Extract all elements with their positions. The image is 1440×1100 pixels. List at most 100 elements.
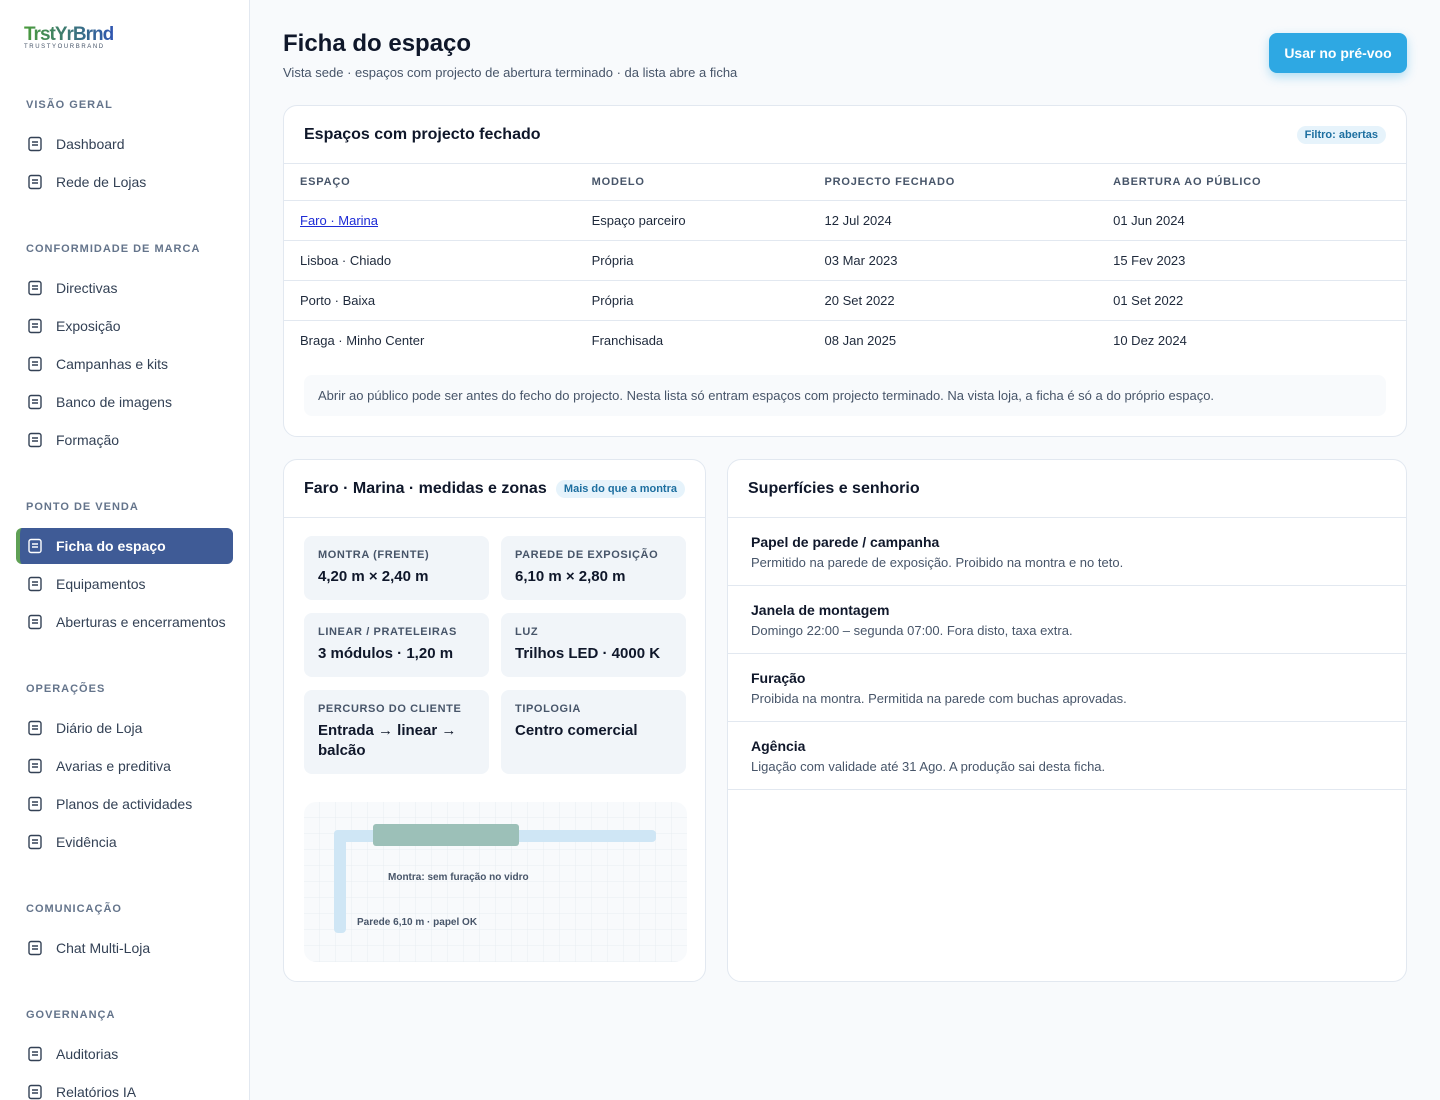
table-cell: Própria — [575, 240, 809, 281]
surface-item: Papel de parede / campanha Permitido na p… — [728, 518, 1406, 586]
nav-item[interactable]: Rede de Lojas — [16, 164, 233, 200]
tile-label: TIPOLOGIA — [515, 703, 581, 715]
nav-group: PONTO DE VENDA Ficha do espaço Equipamento… — [0, 494, 249, 640]
column-header: MODELO — [575, 164, 809, 201]
tile-value: 4,20 m × 2,40 m — [318, 568, 429, 585]
nav-item[interactable]: Diário de Loja — [16, 710, 233, 746]
table-row[interactable]: Porto · Baixa Própria 20 Set 2022 01 Set 20… — [284, 280, 1406, 321]
nav-label: Diário de Loja — [56, 720, 143, 736]
nav-item[interactable]: Aberturas e encerramentos — [16, 604, 233, 640]
icon — [28, 614, 42, 630]
nav: VISÃO GERAL Dashboard Rede de Lojas CONFORM… — [0, 92, 249, 1100]
nav-item[interactable]: Banco de imagens — [16, 384, 233, 420]
measure-tile: PERCURSO DO CLIENTE Entrada → linear → ba… — [304, 690, 489, 774]
badge: Mais do que a montra — [555, 479, 685, 498]
nav-label: Avarias e preditiva — [56, 758, 171, 774]
nav-label: Equipamentos — [56, 576, 146, 592]
measure-tile: LUZ Trilhos LED · 4000 K — [501, 613, 686, 677]
table-row[interactable]: Lisboa · Chiado Própria 03 Mar 2023 15 Fev … — [284, 240, 1406, 281]
nav-label: Exposição — [56, 318, 121, 334]
icon — [28, 576, 42, 592]
table-cell: Braga · Minho Center — [300, 332, 425, 348]
nav-section-title: CONFORMIDADE DE MARCA — [26, 243, 201, 255]
table-cell: 10 Dez 2024 — [1113, 332, 1187, 348]
nav-section-title: GOVERNANÇA — [26, 1009, 116, 1021]
tile-label: PERCURSO DO CLIENTE — [318, 703, 462, 715]
brand-name: TrstYrBrnd — [24, 24, 114, 45]
measure-tile: MONTRA (FRENTE) 4,20 m × 2,40 m — [304, 536, 489, 600]
nav-item[interactable]: Exposição — [16, 308, 233, 344]
measure-tile: LINEAR / PRATELEIRAS 3 módulos · 1,20 m — [304, 613, 489, 677]
brand-tagline: TRUSTYOURBRAND — [24, 44, 105, 50]
wall-left — [334, 830, 346, 933]
primary-button[interactable]: Usar no pré-voo — [1269, 33, 1407, 73]
surface-text: Ligação com validade até 31 Ago. A produ… — [751, 759, 1106, 774]
nav-section-title: COMUNICAÇÃO — [26, 903, 122, 915]
sidebar: TrstYrBrnd TRUSTYOURBRAND VISÃO GERAL Das… — [0, 0, 250, 1100]
nav-label: Planos de actividades — [56, 796, 193, 812]
icon — [28, 758, 42, 774]
table-cell: 20 Set 2022 — [808, 280, 1098, 321]
icon — [28, 432, 42, 448]
nav-item[interactable]: Equipamentos — [16, 566, 233, 602]
tiles: MONTRA (FRENTE) 4,20 m × 2,40 m PAREDE DE … — [284, 518, 705, 774]
nav-item[interactable]: Dashboard — [16, 126, 233, 162]
plan-label: Montra: sem furação no vidro — [388, 872, 529, 883]
badge: Filtro: abertas — [1296, 125, 1386, 144]
table-cell: 01 Jun 2024 — [1097, 200, 1406, 241]
nav-item[interactable]: Directivas — [16, 270, 233, 306]
nav-group: VISÃO GERAL Dashboard Rede de Lojas — [0, 92, 249, 200]
tile-label: MONTRA (FRENTE) — [318, 549, 430, 561]
surface-title: Agência — [751, 738, 806, 754]
nav-group: CONFORMIDADE DE MARCA Directivas Exposição… — [0, 236, 249, 458]
nav-label: Ficha do espaço — [56, 538, 166, 554]
nav-item[interactable]: Ficha do espaço — [16, 528, 233, 564]
icon — [28, 1046, 42, 1062]
nav-label: Banco de imagens — [56, 394, 172, 410]
icon — [28, 174, 42, 190]
nav-item[interactable]: Avarias e preditiva — [16, 748, 233, 784]
measure-tile: PAREDE DE EXPOSIÇÃO 6,10 m × 2,80 m — [501, 536, 686, 600]
table-cell: Porto · Baixa — [284, 280, 576, 321]
tile-label: LUZ — [515, 626, 539, 638]
nav-label: Aberturas e encerramentos — [56, 614, 226, 630]
nav-item[interactable]: Planos de actividades — [16, 786, 233, 822]
table-cell: 03 Mar 2023 — [808, 240, 1098, 281]
table-cell: 08 Jan 2025 — [824, 332, 897, 348]
plan-label: Parede 6,10 m · papel OK — [357, 917, 478, 928]
brand[interactable]: TrstYrBrnd TRUSTYOURBRAND — [24, 24, 114, 50]
nav-group: GOVERNANÇA Auditorias Relatórios IA — [0, 1002, 249, 1100]
table: ESPAÇO MODELO PROJECTO FECHADO ABERTURA AO … — [284, 164, 1406, 360]
page-title: Ficha do espaço — [283, 30, 472, 57]
measures-card: Faro · Marina · medidas e zonas Mais do … — [283, 459, 706, 982]
surface-item: Agência Ligação com validade até 31 Ago. … — [728, 722, 1406, 790]
page-subtitle: Vista sede · espaços com projecto de abe… — [283, 65, 738, 80]
tile-label: PAREDE DE EXPOSIÇÃO — [515, 549, 659, 561]
card-title: Faro · Marina · medidas e zonas — [304, 479, 547, 497]
nav-item[interactable]: Campanhas e kits — [16, 346, 233, 382]
measure-tile: TIPOLOGIA Centro comercial — [501, 690, 686, 774]
nav-label: Dashboard — [56, 136, 125, 152]
column-header: ESPAÇO — [284, 164, 576, 201]
tile-value: Trilhos LED · 4000 K — [515, 645, 661, 662]
nav-section-title: PONTO DE VENDA — [26, 501, 139, 513]
card-header: Espaços com projecto fechado Filtro: abe… — [284, 106, 1406, 164]
table-row[interactable]: Braga · Minho Center Franchisada 08 Jan 20… — [284, 320, 1406, 360]
nav-item[interactable]: Auditorias — [16, 1036, 233, 1072]
icon — [28, 394, 42, 410]
nav-item[interactable]: Formação — [16, 422, 233, 458]
nav-item[interactable]: Relatórios IA — [16, 1074, 233, 1100]
nav-label: Formação — [56, 432, 120, 448]
icon — [28, 356, 42, 372]
table-cell: Franchisada — [591, 332, 664, 348]
icon — [28, 318, 42, 334]
card-title: Superfícies e senhorio — [748, 479, 920, 497]
nav-item[interactable]: Chat Multi-Loja — [16, 930, 233, 966]
tile-value: 6,10 m × 2,80 m — [515, 568, 626, 585]
card-title: Espaços com projecto fechado — [304, 125, 541, 143]
link[interactable]: Faro · Marina — [300, 212, 379, 228]
surface-text: Permitido na parede de exposição. Proibi… — [751, 555, 1124, 570]
nav-item[interactable]: Evidência — [16, 824, 233, 860]
table-row[interactable]: Faro · Marina Espaço parceiro 12 Jul 2024 0… — [284, 200, 1406, 241]
